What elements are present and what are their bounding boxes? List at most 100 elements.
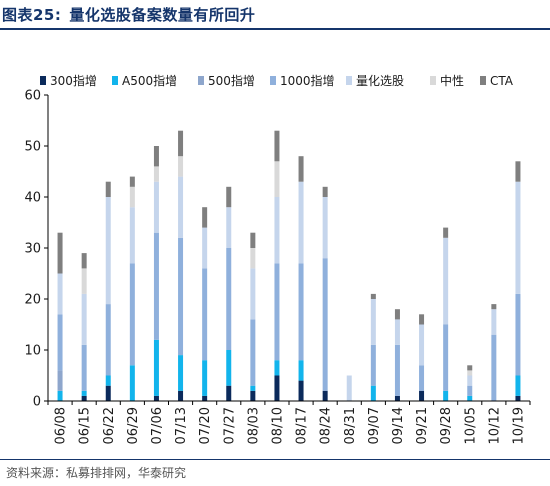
y-tick-label: 60	[24, 89, 41, 104]
legend-label-0: 300指增	[50, 73, 97, 88]
bar-segment-10-19-s6	[515, 161, 521, 182]
bar-segment-09-21-s3	[419, 365, 425, 391]
bar-segment-07-06-s3	[153, 232, 159, 340]
y-axis: 0 10 20 30 40 50 60	[24, 89, 49, 410]
bar-segment-09-28-s1	[443, 390, 449, 401]
bar-segment-08-03-s5	[250, 248, 256, 269]
bar-segment-06-22-s6	[105, 181, 111, 197]
x-tick-label: 07/13	[174, 407, 189, 444]
x-tick-label: 08/03	[246, 407, 261, 444]
x-tick-label: 07/20	[198, 407, 213, 444]
bar-segment-06-29-s5	[129, 186, 135, 208]
title-rule	[0, 28, 550, 30]
bar-segment-06-22-s0	[105, 385, 111, 401]
bar-segment-06-15-s1	[81, 390, 87, 396]
bar-segment-08-17-s0	[298, 380, 304, 401]
bar-segment-10-05-s5	[467, 370, 473, 376]
bar-segment-09-14-s4	[394, 319, 400, 345]
legend-swatch-3	[270, 76, 276, 85]
x-tick-label: 07/27	[222, 407, 237, 444]
bar-segment-07-20-s1	[202, 360, 208, 396]
bar-segment-07-13-s0	[178, 390, 184, 401]
bar-segment-07-06-s5	[153, 166, 159, 182]
bar-segment-08-24-s0	[322, 390, 328, 401]
figure-title-text: 量化选股备案数量有所回升	[69, 6, 256, 24]
y-tick-label: 20	[24, 293, 41, 308]
bar-segment-08-10-s3	[274, 263, 280, 361]
x-tick-label: 09/21	[415, 407, 430, 444]
bar-segment-07-06-s0	[153, 395, 159, 401]
bar-segment-10-05-s6	[467, 365, 473, 371]
bar-segment-08-17-s1	[298, 360, 304, 381]
bar-segment-07-27-s0	[226, 385, 232, 401]
bar-segment-08-03-s1	[250, 385, 256, 391]
y-tick-label: 0	[33, 395, 41, 410]
legend-swatch-6	[480, 76, 486, 85]
bar-segment-07-20-s3	[202, 268, 208, 361]
bar-segment-06-15-s6	[81, 253, 87, 269]
bar-segment-08-24-s3	[322, 258, 328, 391]
x-tick-label: 10/12	[487, 407, 502, 444]
chart-legend: 300指增 A500指增 500指增 1000指增 量化选股 中性 CTA	[40, 73, 514, 88]
bar-segment-06-29-s4	[129, 207, 135, 264]
bar-segment-09-28-s6	[443, 227, 449, 238]
bar-segment-07-06-s6	[153, 146, 159, 167]
bar-segment-08-17-s6	[298, 156, 304, 182]
bar-segment-07-06-s4	[153, 181, 159, 233]
bar-segment-08-03-s4	[250, 268, 256, 320]
legend-swatch-0	[40, 76, 46, 85]
bar-segment-08-03-s3	[250, 319, 256, 386]
bar-segment-07-13-s5	[178, 156, 184, 177]
bar-segment-06-22-s4	[105, 197, 111, 305]
bar-segment-08-24-s6	[322, 186, 328, 197]
bar-segment-10-05-s3	[467, 385, 473, 396]
bar-segment-10-19-s1	[515, 375, 521, 396]
bar-segment-09-14-s3	[394, 344, 400, 396]
bar-segment-08-10-s0	[274, 375, 280, 401]
x-tick-label: 10/05	[463, 407, 478, 444]
bar-segment-09-07-s6	[370, 293, 376, 299]
bar-segment-07-20-s4	[202, 227, 208, 269]
x-tick-label: 06/22	[102, 407, 117, 444]
bar-segment-07-06-s1	[153, 339, 159, 396]
bar-segment-08-10-s5	[274, 161, 280, 197]
bar-segment-08-10-s4	[274, 197, 280, 264]
x-tick-label: 09/28	[439, 407, 454, 444]
figure-number: 图表25:	[2, 6, 62, 24]
x-tick-label: 08/10	[270, 407, 285, 444]
bar-segment-07-20-s6	[202, 207, 208, 228]
bar-segment-07-13-s4	[178, 176, 184, 238]
x-tick-label: 09/14	[391, 407, 406, 444]
bar-segment-10-19-s3	[515, 293, 521, 376]
bar-segment-07-27-s1	[226, 350, 232, 386]
bar-segment-06-08-s6	[57, 232, 63, 274]
bar-segment-06-22-s3	[105, 304, 111, 376]
y-tick-label: 10	[24, 344, 41, 359]
bar-segment-06-15-s4	[81, 293, 87, 345]
chart-bars	[57, 130, 521, 401]
x-tick-label: 07/06	[150, 407, 165, 444]
bar-segment-06-22-s1	[105, 375, 111, 386]
x-tick-label: 06/29	[126, 407, 141, 444]
bar-segment-06-29-s3	[129, 263, 135, 366]
x-tick-label: 08/24	[319, 407, 334, 444]
x-axis: 06/08 06/15 06/22 06/29 07/06 07/13 07/20 07/27…	[47, 400, 531, 444]
bar-segment-06-15-s0	[81, 395, 87, 401]
bar-segment-08-17-s3	[298, 263, 304, 361]
legend-swatch-5	[430, 76, 436, 85]
bar-segment-08-10-s6	[274, 130, 280, 162]
y-tick-label: 30	[24, 242, 41, 257]
bar-segment-08-17-s4	[298, 181, 304, 264]
legend-label-1: A500指增	[122, 73, 177, 88]
bar-segment-10-19-s4	[515, 181, 521, 294]
bar-segment-06-08-s1	[57, 390, 63, 401]
legend-swatch-1	[112, 76, 118, 85]
x-tick-label: 06/15	[78, 407, 93, 444]
x-tick-label: 06/08	[54, 407, 69, 444]
figure-title: 图表25: 量化选股备案数量有所回升	[2, 4, 255, 25]
bar-segment-09-21-s0	[419, 390, 425, 401]
bar-segment-07-27-s6	[226, 186, 232, 208]
bar-segment-09-07-s3	[370, 344, 376, 386]
y-tick-label: 40	[24, 191, 41, 206]
bar-segment-06-15-s3	[81, 344, 87, 391]
